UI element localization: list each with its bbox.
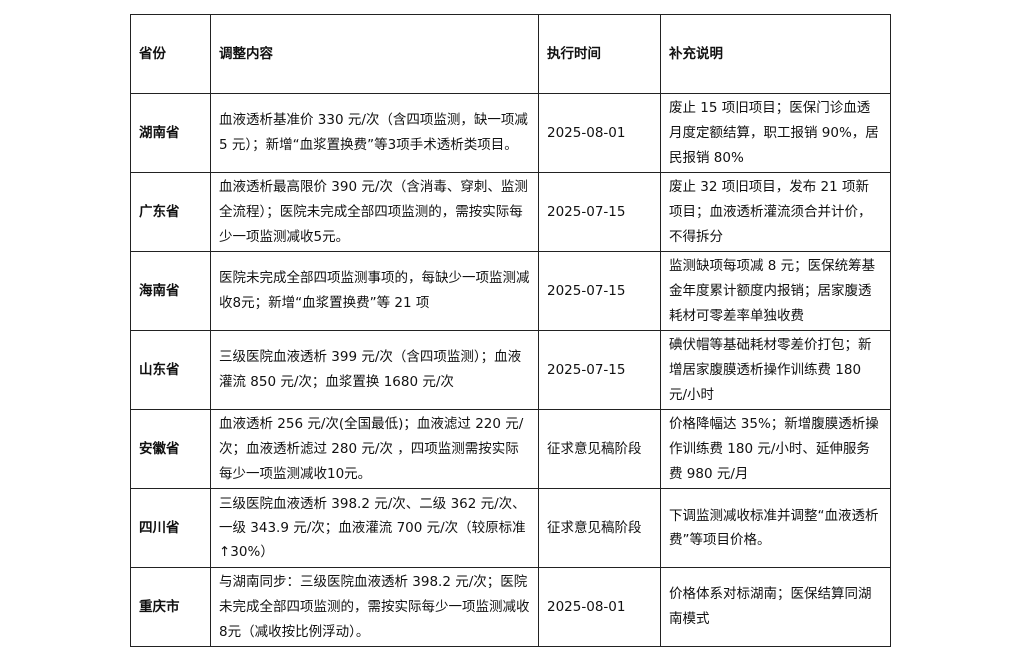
header-note: 补充说明 xyxy=(660,14,891,94)
province-cell: 山东省 xyxy=(130,330,211,410)
table-row: 湖南省 血液透析基准价 330 元/次（含四项监测，缺一项减 5 元）；新增“血浆… xyxy=(130,93,891,173)
note-cell: 监测缺项每项减 8 元；医保统筹基金年度累计额度内报销；居家腹透耗材可零差率单独… xyxy=(660,251,891,331)
note-cell: 下调监测减收标准并调整“血液透析费”等项目价格。 xyxy=(660,488,891,568)
note-cell: 价格体系对标湖南；医保结算同湖南模式 xyxy=(660,567,891,647)
province-cell: 湖南省 xyxy=(130,93,211,173)
date-cell: 2025-08-01 xyxy=(538,93,661,173)
province-cell: 安徽省 xyxy=(130,409,211,489)
note-cell: 废止 15 项旧项目；医保门诊血透月度定额结算，职工报销 90%，居民报销 80… xyxy=(660,93,891,173)
content-cell: 与湖南同步：三级医院血液透析 398.2 元/次；医院未完成全部四项监测的，需按… xyxy=(210,567,539,647)
content-cell: 血液透析最高限价 390 元/次（含消毒、穿刺、监测全流程）；医院未完成全部四项… xyxy=(210,172,539,252)
content-cell: 医院未完成全部四项监测事项的，每缺少一项监测减收8元；新增“血浆置换费”等 21… xyxy=(210,251,539,331)
date-cell: 征求意见稿阶段 xyxy=(538,488,661,568)
header-province: 省份 xyxy=(130,14,211,94)
table-row: 重庆市 与湖南同步：三级医院血液透析 398.2 元/次；医院未完成全部四项监测的… xyxy=(130,567,891,647)
header-content: 调整内容 xyxy=(210,14,539,94)
province-cell: 重庆市 xyxy=(130,567,211,647)
content-cell: 三级医院血液透析 398.2 元/次、二级 362 元/次、一级 343.9 元… xyxy=(210,488,539,568)
table-row: 四川省 三级医院血液透析 398.2 元/次、二级 362 元/次、一级 343.… xyxy=(130,488,891,568)
province-cell: 海南省 xyxy=(130,251,211,331)
table-row: 山东省 三级医院血液透析 399 元/次（含四项监测）；血液灌流 850 元/次；… xyxy=(130,330,891,410)
note-cell: 废止 32 项旧项目，发布 21 项新项目；血液透析灌流须合并计价，不得拆分 xyxy=(660,172,891,252)
province-cell: 四川省 xyxy=(130,488,211,568)
header-date: 执行时间 xyxy=(538,14,661,94)
content-cell: 血液透析基准价 330 元/次（含四项监测，缺一项减 5 元）；新增“血浆置换费… xyxy=(210,93,539,173)
table-row: 广东省 血液透析最高限价 390 元/次（含消毒、穿刺、监测全流程）；医院未完成全… xyxy=(130,172,891,252)
table-row: 安徽省 血液透析 256 元/次(全国最低)；血液滤过 220 元/次；血液透析滤… xyxy=(130,409,891,489)
date-cell: 2025-08-01 xyxy=(538,567,661,647)
policy-table: 省份 调整内容 执行时间 补充说明 湖南省 血液透析基准价 330 元/次（含四项… xyxy=(130,14,891,647)
content-cell: 血液透析 256 元/次(全国最低)；血液滤过 220 元/次；血液透析滤过 2… xyxy=(210,409,539,489)
date-cell: 2025-07-15 xyxy=(538,330,661,410)
date-cell: 征求意见稿阶段 xyxy=(538,409,661,489)
table-row: 海南省 医院未完成全部四项监测事项的，每缺少一项监测减收8元；新增“血浆置换费”等… xyxy=(130,251,891,331)
date-cell: 2025-07-15 xyxy=(538,251,661,331)
note-cell: 碘伏帽等基础耗材零差价打包；新增居家腹膜透析操作训练费 180 元/小时 xyxy=(660,330,891,410)
note-cell: 价格降幅达 35%；新增腹膜透析操作训练费 180 元/小时、延伸服务费 980… xyxy=(660,409,891,489)
province-cell: 广东省 xyxy=(130,172,211,252)
date-cell: 2025-07-15 xyxy=(538,172,661,252)
table-header-row: 省份 调整内容 执行时间 补充说明 xyxy=(130,14,891,94)
content-cell: 三级医院血液透析 399 元/次（含四项监测）；血液灌流 850 元/次；血浆置… xyxy=(210,330,539,410)
